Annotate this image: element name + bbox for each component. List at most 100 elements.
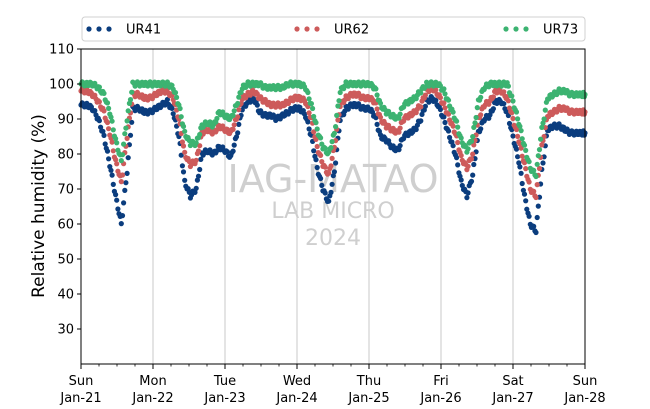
data-point — [523, 198, 529, 204]
data-point — [468, 138, 475, 144]
x-axis: Sun Jan-21 Mon Jan-22 Tue Jan-23 Wed Jan-24 Thu J… — [59, 364, 606, 406]
data-point — [478, 126, 484, 132]
data-point — [442, 105, 448, 111]
data-point — [333, 124, 339, 130]
data-point — [531, 188, 537, 194]
data-point — [413, 126, 419, 133]
legend-item-ur62: UR62 — [294, 23, 369, 38]
data-point — [374, 106, 380, 112]
data-point — [104, 119, 111, 126]
x-tick-day: Thu — [356, 374, 381, 389]
legend-item-ur73: UR73 — [503, 23, 578, 38]
data-point — [101, 90, 107, 96]
legend-marker — [513, 26, 519, 32]
data-point — [533, 173, 539, 180]
data-point — [110, 148, 116, 154]
data-point — [115, 206, 121, 212]
data-point — [520, 187, 527, 193]
data-point — [192, 189, 198, 195]
data-point — [311, 129, 317, 135]
data-point — [397, 111, 403, 117]
data-point — [396, 147, 402, 153]
data-point — [447, 134, 453, 141]
data-point — [535, 153, 541, 159]
data-point — [531, 167, 537, 173]
data-point — [505, 83, 511, 89]
data-point — [445, 128, 452, 134]
x-tick-day: Mon — [139, 374, 166, 389]
data-point — [180, 169, 187, 175]
data-point — [108, 114, 114, 120]
data-point — [170, 111, 176, 117]
data-point — [326, 198, 332, 204]
data-point — [100, 128, 106, 134]
data-point — [478, 112, 484, 118]
data-point — [195, 173, 202, 179]
data-point — [501, 101, 507, 107]
data-point — [468, 178, 475, 184]
data-point — [329, 139, 335, 145]
legend-marker — [304, 26, 310, 32]
data-point — [109, 139, 115, 145]
data-point — [197, 143, 203, 149]
data-point — [169, 82, 175, 88]
data-point — [458, 152, 464, 159]
data-point — [534, 214, 540, 221]
data-point — [470, 172, 476, 178]
data-point — [236, 94, 242, 100]
x-tick-date: Jan-23 — [203, 391, 245, 406]
data-point — [337, 89, 343, 96]
data-point — [177, 105, 183, 112]
data-point — [121, 141, 127, 147]
data-point — [129, 119, 135, 125]
watermark-title: IAG-MATAO — [227, 157, 438, 201]
data-point — [437, 106, 443, 113]
data-point — [328, 163, 334, 169]
data-point — [106, 105, 112, 111]
data-point — [518, 170, 524, 176]
data-point — [305, 119, 311, 125]
data-point — [470, 134, 476, 140]
data-point — [526, 213, 532, 219]
data-point — [197, 131, 203, 138]
data-point — [182, 149, 188, 155]
data-point — [441, 86, 447, 92]
data-point — [331, 130, 337, 136]
data-point — [236, 121, 242, 127]
data-point — [172, 90, 179, 96]
data-point — [314, 143, 320, 150]
data-point — [334, 112, 340, 118]
watermark-year: 2024 — [305, 226, 361, 251]
data-point — [374, 121, 380, 127]
data-point — [123, 180, 129, 186]
data-point — [124, 118, 130, 124]
data-point — [193, 185, 199, 191]
legend-marker — [523, 26, 529, 32]
data-point — [433, 87, 439, 93]
data-point — [198, 156, 204, 162]
data-point — [478, 94, 484, 100]
data-point — [515, 133, 521, 139]
data-point — [433, 97, 439, 103]
data-point — [422, 103, 428, 109]
data-point — [235, 114, 241, 120]
data-point — [471, 124, 477, 130]
x-tick-day: Tue — [213, 374, 236, 389]
data-point — [297, 104, 303, 110]
data-point — [490, 94, 496, 100]
data-point — [310, 105, 316, 112]
y-axis: 30 40 50 60 70 80 90 100 110 — [49, 43, 81, 338]
data-point — [306, 110, 312, 116]
data-point — [96, 99, 102, 105]
data-point — [533, 229, 539, 236]
data-point — [224, 149, 230, 155]
data-point — [236, 107, 242, 113]
data-point — [510, 115, 516, 122]
data-point — [92, 108, 98, 114]
data-point — [445, 97, 452, 103]
data-point — [104, 148, 111, 154]
data-point — [455, 162, 461, 168]
data-point — [121, 200, 127, 206]
data-point — [397, 125, 403, 131]
data-point — [506, 120, 513, 127]
